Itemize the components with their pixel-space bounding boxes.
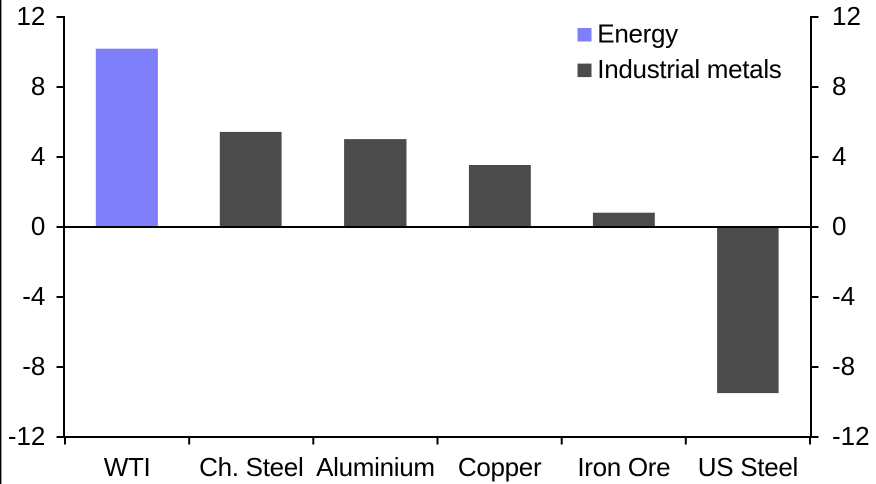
svg-text:Copper: Copper [458, 452, 542, 482]
svg-text:US Steel: US Steel [698, 452, 798, 482]
svg-text:Industrial metals: Industrial metals [597, 54, 782, 84]
svg-text:-8: -8 [22, 351, 45, 381]
svg-text:Ch. Steel: Ch. Steel [199, 452, 303, 482]
svg-text:-4: -4 [832, 281, 855, 311]
svg-text:0: 0 [832, 211, 846, 241]
svg-text:-12: -12 [8, 421, 46, 451]
svg-text:WTI: WTI [104, 452, 151, 482]
svg-text:Energy: Energy [597, 18, 678, 48]
svg-text:Iron Ore: Iron Ore [577, 452, 670, 482]
svg-text:4: 4 [31, 141, 45, 171]
svg-text:8: 8 [31, 71, 45, 101]
svg-text:-4: -4 [22, 281, 45, 311]
svg-text:4: 4 [832, 141, 846, 171]
svg-text:12: 12 [832, 1, 861, 31]
svg-text:Aluminium: Aluminium [316, 452, 435, 482]
svg-text:12: 12 [16, 1, 45, 31]
svg-text:0: 0 [31, 211, 45, 241]
svg-text:-12: -12 [832, 421, 870, 451]
svg-text:-8: -8 [832, 351, 855, 381]
svg-text:8: 8 [832, 71, 846, 101]
